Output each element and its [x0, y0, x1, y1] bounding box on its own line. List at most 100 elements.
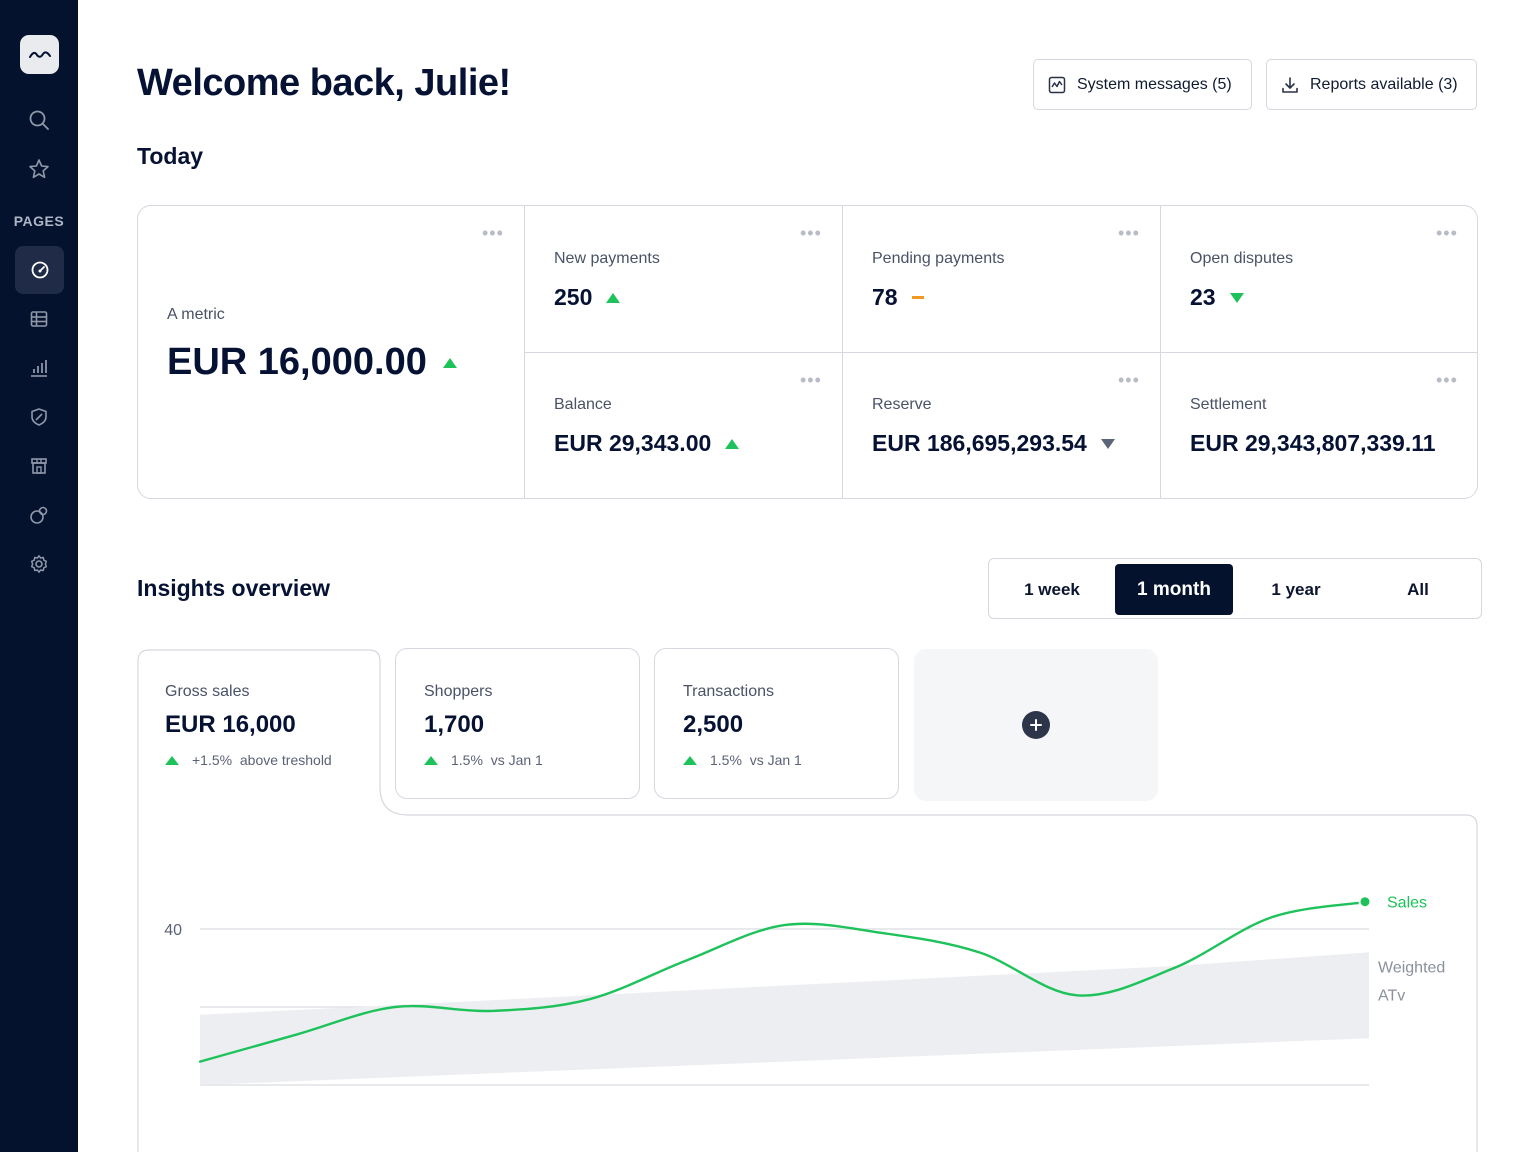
- shield-icon: [31, 408, 47, 426]
- system-messages-button[interactable]: System messages (5): [1033, 59, 1252, 110]
- metric-label: Settlement: [1190, 396, 1267, 413]
- page-title: Welcome back, Julie!: [137, 62, 511, 104]
- kpi-note-text: vs Jan 1: [490, 752, 543, 768]
- settlement-value-text: EUR 29,343,807,339.11: [1190, 430, 1436, 456]
- more-options-icon[interactable]: •••: [482, 223, 504, 243]
- reserve-value-text: EUR 186,695,293.54: [872, 430, 1087, 456]
- metric-label: Pending payments: [872, 250, 1005, 267]
- reports-available-label: Reports available (3): [1310, 75, 1458, 93]
- more-options-icon[interactable]: •••: [1436, 370, 1458, 390]
- more-options-icon[interactable]: •••: [1118, 370, 1140, 390]
- range-1-year[interactable]: 1 year: [1271, 579, 1321, 599]
- reserve-value: EUR 186,695,293.54: [872, 430, 1115, 457]
- gear-icon: [30, 555, 48, 573]
- star-icon: [29, 159, 49, 179]
- metric-label: A metric: [167, 306, 225, 323]
- trend-up-icon: [725, 438, 740, 449]
- sales-end-point: [1358, 895, 1372, 909]
- kpi-card-shoppers[interactable]: Shoppers 1,700 1.5% vs Jan 1: [395, 648, 640, 799]
- sidebar-item-settings[interactable]: [21, 546, 57, 582]
- sidebar-section-label: PAGES: [13, 213, 65, 229]
- kpi-value: 2,500: [683, 711, 744, 738]
- trend-down-icon: [1100, 438, 1115, 449]
- kpi-card-gross-sales[interactable]: Gross sales EUR 16,000 +1.5% above tresh…: [137, 649, 381, 800]
- trend-up-icon: [606, 292, 621, 303]
- new-payments-value-text: 250: [554, 284, 593, 310]
- sidebar-item-dashboard[interactable]: [15, 246, 64, 294]
- weighted-atv-band: [200, 952, 1369, 1085]
- settlement-value: EUR 29,343,807,339.11: [1190, 430, 1436, 457]
- kpi-label: Gross sales: [165, 683, 250, 700]
- main-metric-value-text: EUR 16,000.00: [167, 341, 427, 383]
- more-options-icon[interactable]: •••: [1436, 223, 1458, 243]
- app-logo[interactable]: [20, 35, 59, 74]
- metric-label: Reserve: [872, 396, 932, 413]
- balance-value: EUR 29,343.00: [554, 430, 740, 457]
- trend-up-icon: [424, 755, 438, 765]
- kpi-change: +1.5%: [192, 752, 233, 768]
- sidebar-item-integrations[interactable]: [21, 497, 57, 533]
- kpi-card-transactions[interactable]: Transactions 2,500 1.5% vs Jan 1: [654, 648, 899, 799]
- divider: [524, 352, 1477, 353]
- sidebar: PAGES: [0, 0, 78, 1152]
- logo-wave-icon: [28, 50, 51, 58]
- today-metrics-panel: ••• A metric EUR 16,000.00 ••• New payme…: [137, 205, 1478, 499]
- favorites-button[interactable]: [21, 151, 57, 187]
- kpi-note-text: vs Jan 1: [749, 752, 802, 768]
- reports-available-button[interactable]: Reports available (3): [1266, 59, 1477, 110]
- trend-up-icon: [442, 357, 457, 368]
- more-options-icon[interactable]: •••: [800, 370, 822, 390]
- more-options-icon[interactable]: •••: [1118, 223, 1140, 243]
- kpi-note: 1.5% vs Jan 1: [683, 752, 802, 768]
- kpi-value: EUR 16,000: [165, 711, 296, 738]
- kpi-change: 1.5%: [451, 752, 483, 768]
- insights-chart-svg: 40 Weighted ATv Sales: [137, 649, 1478, 1152]
- download-icon: [1282, 76, 1298, 93]
- kpi-value: 1,700: [424, 711, 485, 738]
- sidebar-item-stores[interactable]: [21, 448, 57, 484]
- open-disputes-value-text: 23: [1190, 284, 1216, 310]
- time-range-selector: 1 week 1 month 1 year All: [988, 558, 1482, 619]
- kpi-note: 1.5% vs Jan 1: [424, 752, 543, 768]
- search-button[interactable]: [21, 102, 57, 138]
- series-label-sales: Sales: [1387, 895, 1427, 912]
- bar-chart-icon: [31, 360, 47, 377]
- kpi-label: Shoppers: [424, 683, 493, 700]
- metric-label: Open disputes: [1190, 250, 1294, 267]
- insights-chart: 40 Weighted ATv Sales: [137, 649, 1478, 1152]
- add-kpi-card-button[interactable]: [914, 649, 1158, 801]
- new-payments-value: 250: [554, 284, 621, 311]
- pending-payments-value: 78: [872, 284, 924, 311]
- more-options-icon[interactable]: •••: [800, 223, 822, 243]
- series-label-weighted-atv: Weighted ATv: [1378, 959, 1445, 1004]
- system-messages-label: System messages (5): [1077, 75, 1232, 93]
- insights-heading: Insights overview: [137, 575, 331, 601]
- dashboard-icon: [31, 261, 48, 279]
- open-disputes-value: 23: [1190, 284, 1244, 311]
- sidebar-item-tables[interactable]: [21, 301, 57, 337]
- kpi-label: Transactions: [683, 683, 774, 700]
- plus-icon: [1022, 711, 1050, 739]
- circles-icon: [30, 506, 48, 524]
- kpi-note-text: above treshold: [239, 752, 332, 768]
- balance-value-text: EUR 29,343.00: [554, 430, 712, 456]
- trend-up-icon: [165, 755, 179, 765]
- metric-label: New payments: [554, 250, 660, 267]
- y-tick-label: 40: [164, 922, 182, 939]
- sidebar-item-reports[interactable]: [21, 350, 57, 386]
- pending-payments-value-text: 78: [872, 284, 898, 310]
- chart-panel-outline: [137, 649, 1478, 1152]
- search-icon: [29, 110, 49, 130]
- table-icon: [30, 311, 48, 327]
- trend-flat-icon: [911, 296, 924, 299]
- metric-label: Balance: [554, 396, 612, 413]
- sidebar-item-security[interactable]: [21, 399, 57, 435]
- trend-down-icon: [1229, 292, 1244, 303]
- main-metric-value: EUR 16,000.00: [167, 341, 457, 384]
- kpi-change: 1.5%: [710, 752, 742, 768]
- range-1-week[interactable]: 1 week: [1024, 579, 1080, 599]
- trend-up-icon: [683, 755, 697, 765]
- range-all[interactable]: All: [1407, 579, 1429, 599]
- range-1-month[interactable]: 1 month: [1115, 564, 1233, 615]
- kpi-note: +1.5% above treshold: [165, 752, 332, 768]
